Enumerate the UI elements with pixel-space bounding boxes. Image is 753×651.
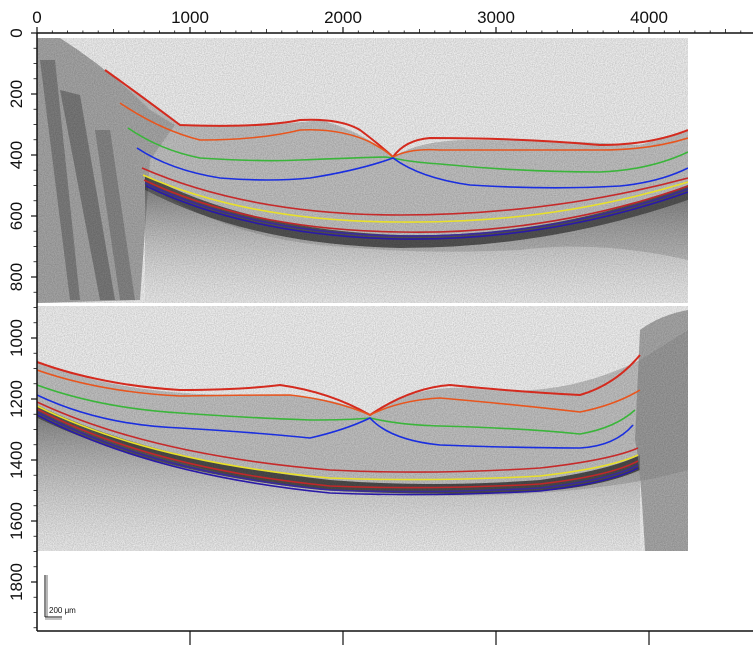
y-tick-label: 1000 — [7, 319, 26, 357]
bruch-line-top — [144, 182, 688, 237]
y-tick-label: 0 — [7, 28, 26, 37]
isos-line-top — [142, 174, 688, 223]
y-tick-label: 600 — [7, 202, 26, 230]
y-tick-label: 1200 — [7, 380, 26, 418]
x-tick-label: 3000 — [477, 8, 515, 27]
y-ticks: 0 200 400 600 800 1000 1200 1400 1600 1800 — [7, 28, 37, 629]
bscan-top — [37, 38, 688, 303]
bruch-line-bottom — [37, 411, 639, 493]
scale-bar-label: 200 μm — [49, 606, 76, 615]
choroid-line-bottom — [37, 414, 639, 496]
x-tick-label: 0 — [32, 8, 41, 27]
y-tick-label: 400 — [7, 141, 26, 169]
bscan-bottom — [37, 306, 688, 551]
y-tick-label: 1600 — [7, 502, 26, 540]
x-tick-label: 2000 — [324, 8, 362, 27]
y-tick-label: 200 — [7, 80, 26, 108]
opl-line-top — [136, 147, 688, 189]
rpe-line-bottom — [37, 408, 639, 489]
y-tick-label: 1800 — [7, 563, 26, 601]
rnfl-line-top — [119, 102, 688, 158]
x-tick-label: 1000 — [171, 8, 209, 27]
isos-line-bottom — [37, 405, 639, 481]
x-ticks: 0100020003000400050006000700080009000 — [32, 8, 742, 645]
choroid-line-top — [145, 185, 688, 240]
rnfl-line-bottom — [37, 369, 641, 416]
ilm-line-top — [104, 69, 688, 159]
x-tick-label: 4000 — [630, 8, 668, 27]
elm-line-bottom — [37, 401, 639, 473]
ipl-line-bottom — [37, 384, 636, 435]
elm-line-top — [141, 167, 688, 216]
rpe-line-top — [143, 179, 688, 233]
y-tick-label: 800 — [7, 263, 26, 291]
opl-line-bottom — [37, 394, 634, 449]
scale-bar: 200 μm — [44, 575, 76, 620]
y-tick-label: 1400 — [7, 441, 26, 479]
